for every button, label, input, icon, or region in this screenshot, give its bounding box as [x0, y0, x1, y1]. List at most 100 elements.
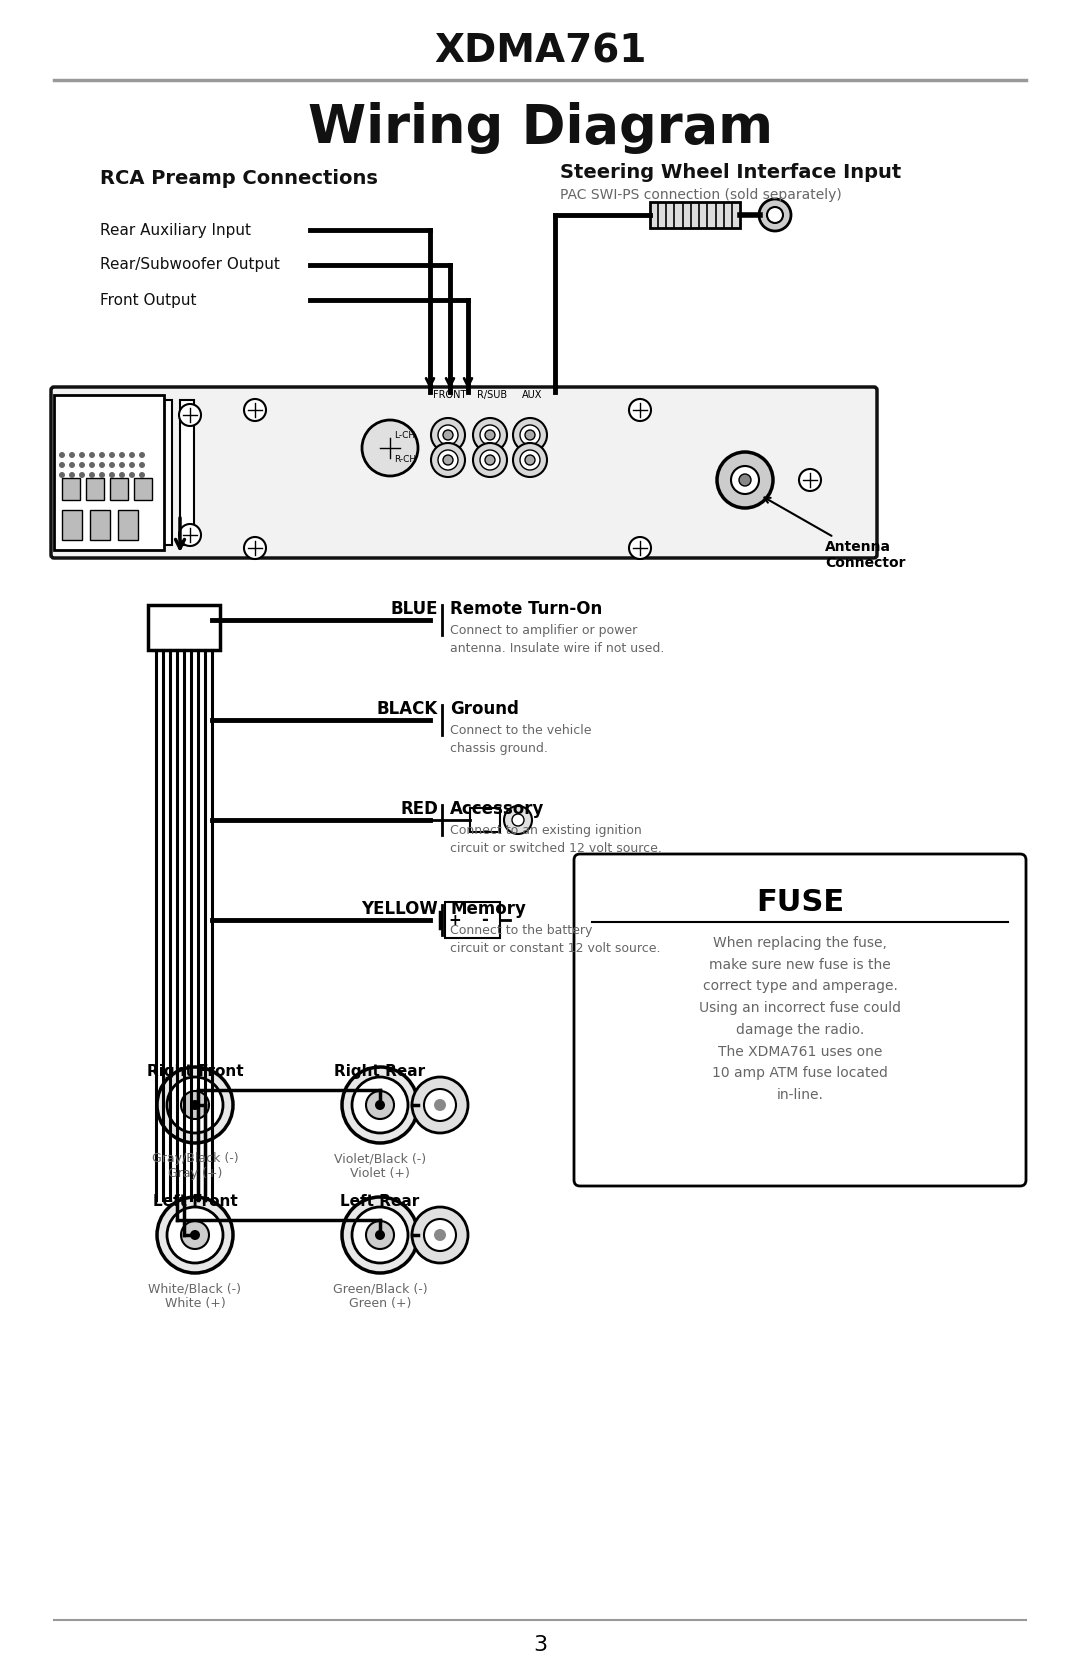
Circle shape: [443, 431, 453, 441]
Circle shape: [69, 472, 75, 477]
Circle shape: [352, 1077, 408, 1133]
Text: Remote Turn-On: Remote Turn-On: [450, 599, 603, 618]
Circle shape: [767, 207, 783, 224]
Text: Front Output: Front Output: [100, 292, 197, 307]
Circle shape: [431, 417, 465, 452]
Text: RED: RED: [400, 799, 438, 818]
Bar: [148, 604, 220, 649]
Text: BLUE: BLUE: [391, 599, 438, 618]
Text: Violet (+): Violet (+): [350, 1167, 410, 1180]
Bar: [86, 477, 104, 501]
Bar: [650, 202, 740, 229]
Circle shape: [244, 399, 266, 421]
Circle shape: [480, 426, 500, 446]
Text: Ground: Ground: [450, 699, 518, 718]
Text: Violet/Black (-): Violet/Black (-): [334, 1152, 427, 1165]
Circle shape: [366, 1092, 394, 1118]
Text: Right Rear: Right Rear: [335, 1065, 426, 1078]
Text: R/SUB: R/SUB: [477, 391, 508, 401]
Circle shape: [99, 462, 105, 467]
Circle shape: [438, 451, 458, 471]
Circle shape: [424, 1088, 456, 1122]
Bar: [54, 396, 164, 551]
Text: Left Front: Left Front: [152, 1193, 238, 1208]
Circle shape: [181, 1092, 210, 1118]
Circle shape: [525, 456, 535, 466]
Circle shape: [129, 462, 135, 467]
Circle shape: [473, 442, 507, 477]
Text: Connect to an existing ignition
circuit or switched 12 volt source.: Connect to an existing ignition circuit …: [450, 824, 662, 855]
Circle shape: [485, 431, 495, 441]
Circle shape: [179, 404, 201, 426]
Text: Accessory: Accessory: [450, 799, 544, 818]
Circle shape: [119, 462, 125, 467]
Circle shape: [99, 452, 105, 457]
Text: Connect to the vehicle
chassis ground.: Connect to the vehicle chassis ground.: [450, 724, 592, 754]
Text: Connect to the battery
circuit or constant 12 volt source.: Connect to the battery circuit or consta…: [450, 925, 661, 955]
Circle shape: [375, 1100, 384, 1110]
Circle shape: [513, 417, 546, 452]
Circle shape: [438, 426, 458, 446]
Circle shape: [129, 452, 135, 457]
Circle shape: [244, 537, 266, 559]
Circle shape: [139, 452, 145, 457]
Circle shape: [109, 452, 114, 457]
Circle shape: [717, 452, 773, 507]
Text: Gray/Black (-): Gray/Black (-): [151, 1152, 239, 1165]
Circle shape: [139, 472, 145, 477]
Circle shape: [69, 452, 75, 457]
Text: +: +: [448, 913, 461, 928]
Circle shape: [473, 417, 507, 452]
Circle shape: [629, 399, 651, 421]
Text: Antenna
Connector: Antenna Connector: [765, 497, 905, 571]
Text: Steering Wheel Interface Input: Steering Wheel Interface Input: [561, 164, 901, 182]
Circle shape: [424, 1218, 456, 1252]
Text: Right Front: Right Front: [147, 1065, 243, 1078]
Text: R-CH: R-CH: [394, 456, 416, 464]
Text: BLACK: BLACK: [377, 699, 438, 718]
Circle shape: [434, 1228, 446, 1242]
Text: When replacing the fuse,
make sure new fuse is the
correct type and amperage.
Us: When replacing the fuse, make sure new f…: [699, 936, 901, 1102]
Circle shape: [157, 1197, 233, 1273]
Circle shape: [731, 466, 759, 494]
Text: Green/Black (-): Green/Black (-): [333, 1282, 428, 1295]
Circle shape: [342, 1066, 418, 1143]
Circle shape: [109, 472, 114, 477]
Bar: [110, 477, 129, 501]
Circle shape: [799, 469, 821, 491]
Circle shape: [362, 421, 418, 476]
Text: Memory: Memory: [450, 900, 526, 918]
Text: FUSE: FUSE: [756, 888, 845, 916]
Circle shape: [139, 462, 145, 467]
Text: White (+): White (+): [164, 1297, 226, 1310]
FancyBboxPatch shape: [51, 387, 877, 557]
Text: 3: 3: [532, 1636, 548, 1656]
Circle shape: [167, 1207, 222, 1263]
Circle shape: [99, 472, 105, 477]
Text: Rear Auxiliary Input: Rear Auxiliary Input: [100, 222, 251, 237]
Circle shape: [525, 431, 535, 441]
Circle shape: [629, 537, 651, 559]
Text: Wiring Diagram: Wiring Diagram: [308, 102, 772, 154]
Circle shape: [352, 1207, 408, 1263]
Circle shape: [190, 1100, 200, 1110]
Circle shape: [759, 199, 791, 230]
Circle shape: [513, 442, 546, 477]
Circle shape: [69, 462, 75, 467]
Bar: [158, 401, 172, 546]
Circle shape: [366, 1222, 394, 1248]
Circle shape: [79, 452, 85, 457]
Circle shape: [411, 1077, 468, 1133]
Circle shape: [89, 452, 95, 457]
Bar: [90, 511, 110, 541]
Text: Green (+): Green (+): [349, 1297, 411, 1310]
Circle shape: [59, 472, 65, 477]
Circle shape: [512, 814, 524, 826]
Bar: [118, 511, 138, 541]
Circle shape: [190, 1230, 200, 1240]
Bar: [70, 401, 84, 546]
Circle shape: [89, 472, 95, 477]
Circle shape: [119, 472, 125, 477]
Circle shape: [431, 442, 465, 477]
Text: L-CH: L-CH: [394, 431, 416, 439]
